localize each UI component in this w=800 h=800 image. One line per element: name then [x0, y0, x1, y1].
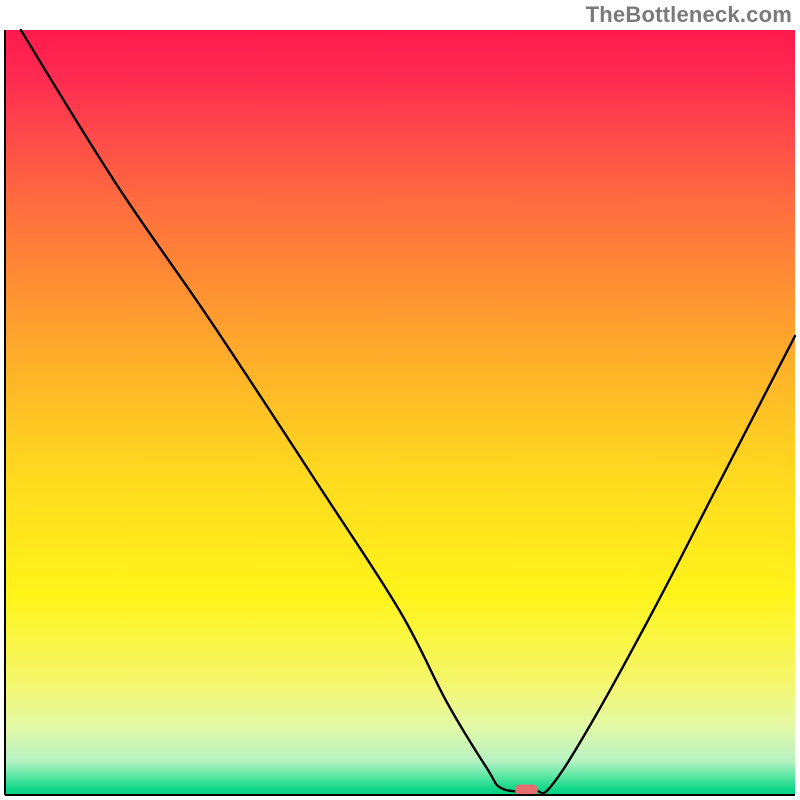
chart-svg [0, 0, 800, 800]
bottleneck-chart: TheBottleneck.com [0, 0, 800, 800]
watermark-text: TheBottleneck.com [586, 2, 792, 28]
optimal-marker [515, 785, 537, 794]
chart-background [5, 30, 795, 795]
